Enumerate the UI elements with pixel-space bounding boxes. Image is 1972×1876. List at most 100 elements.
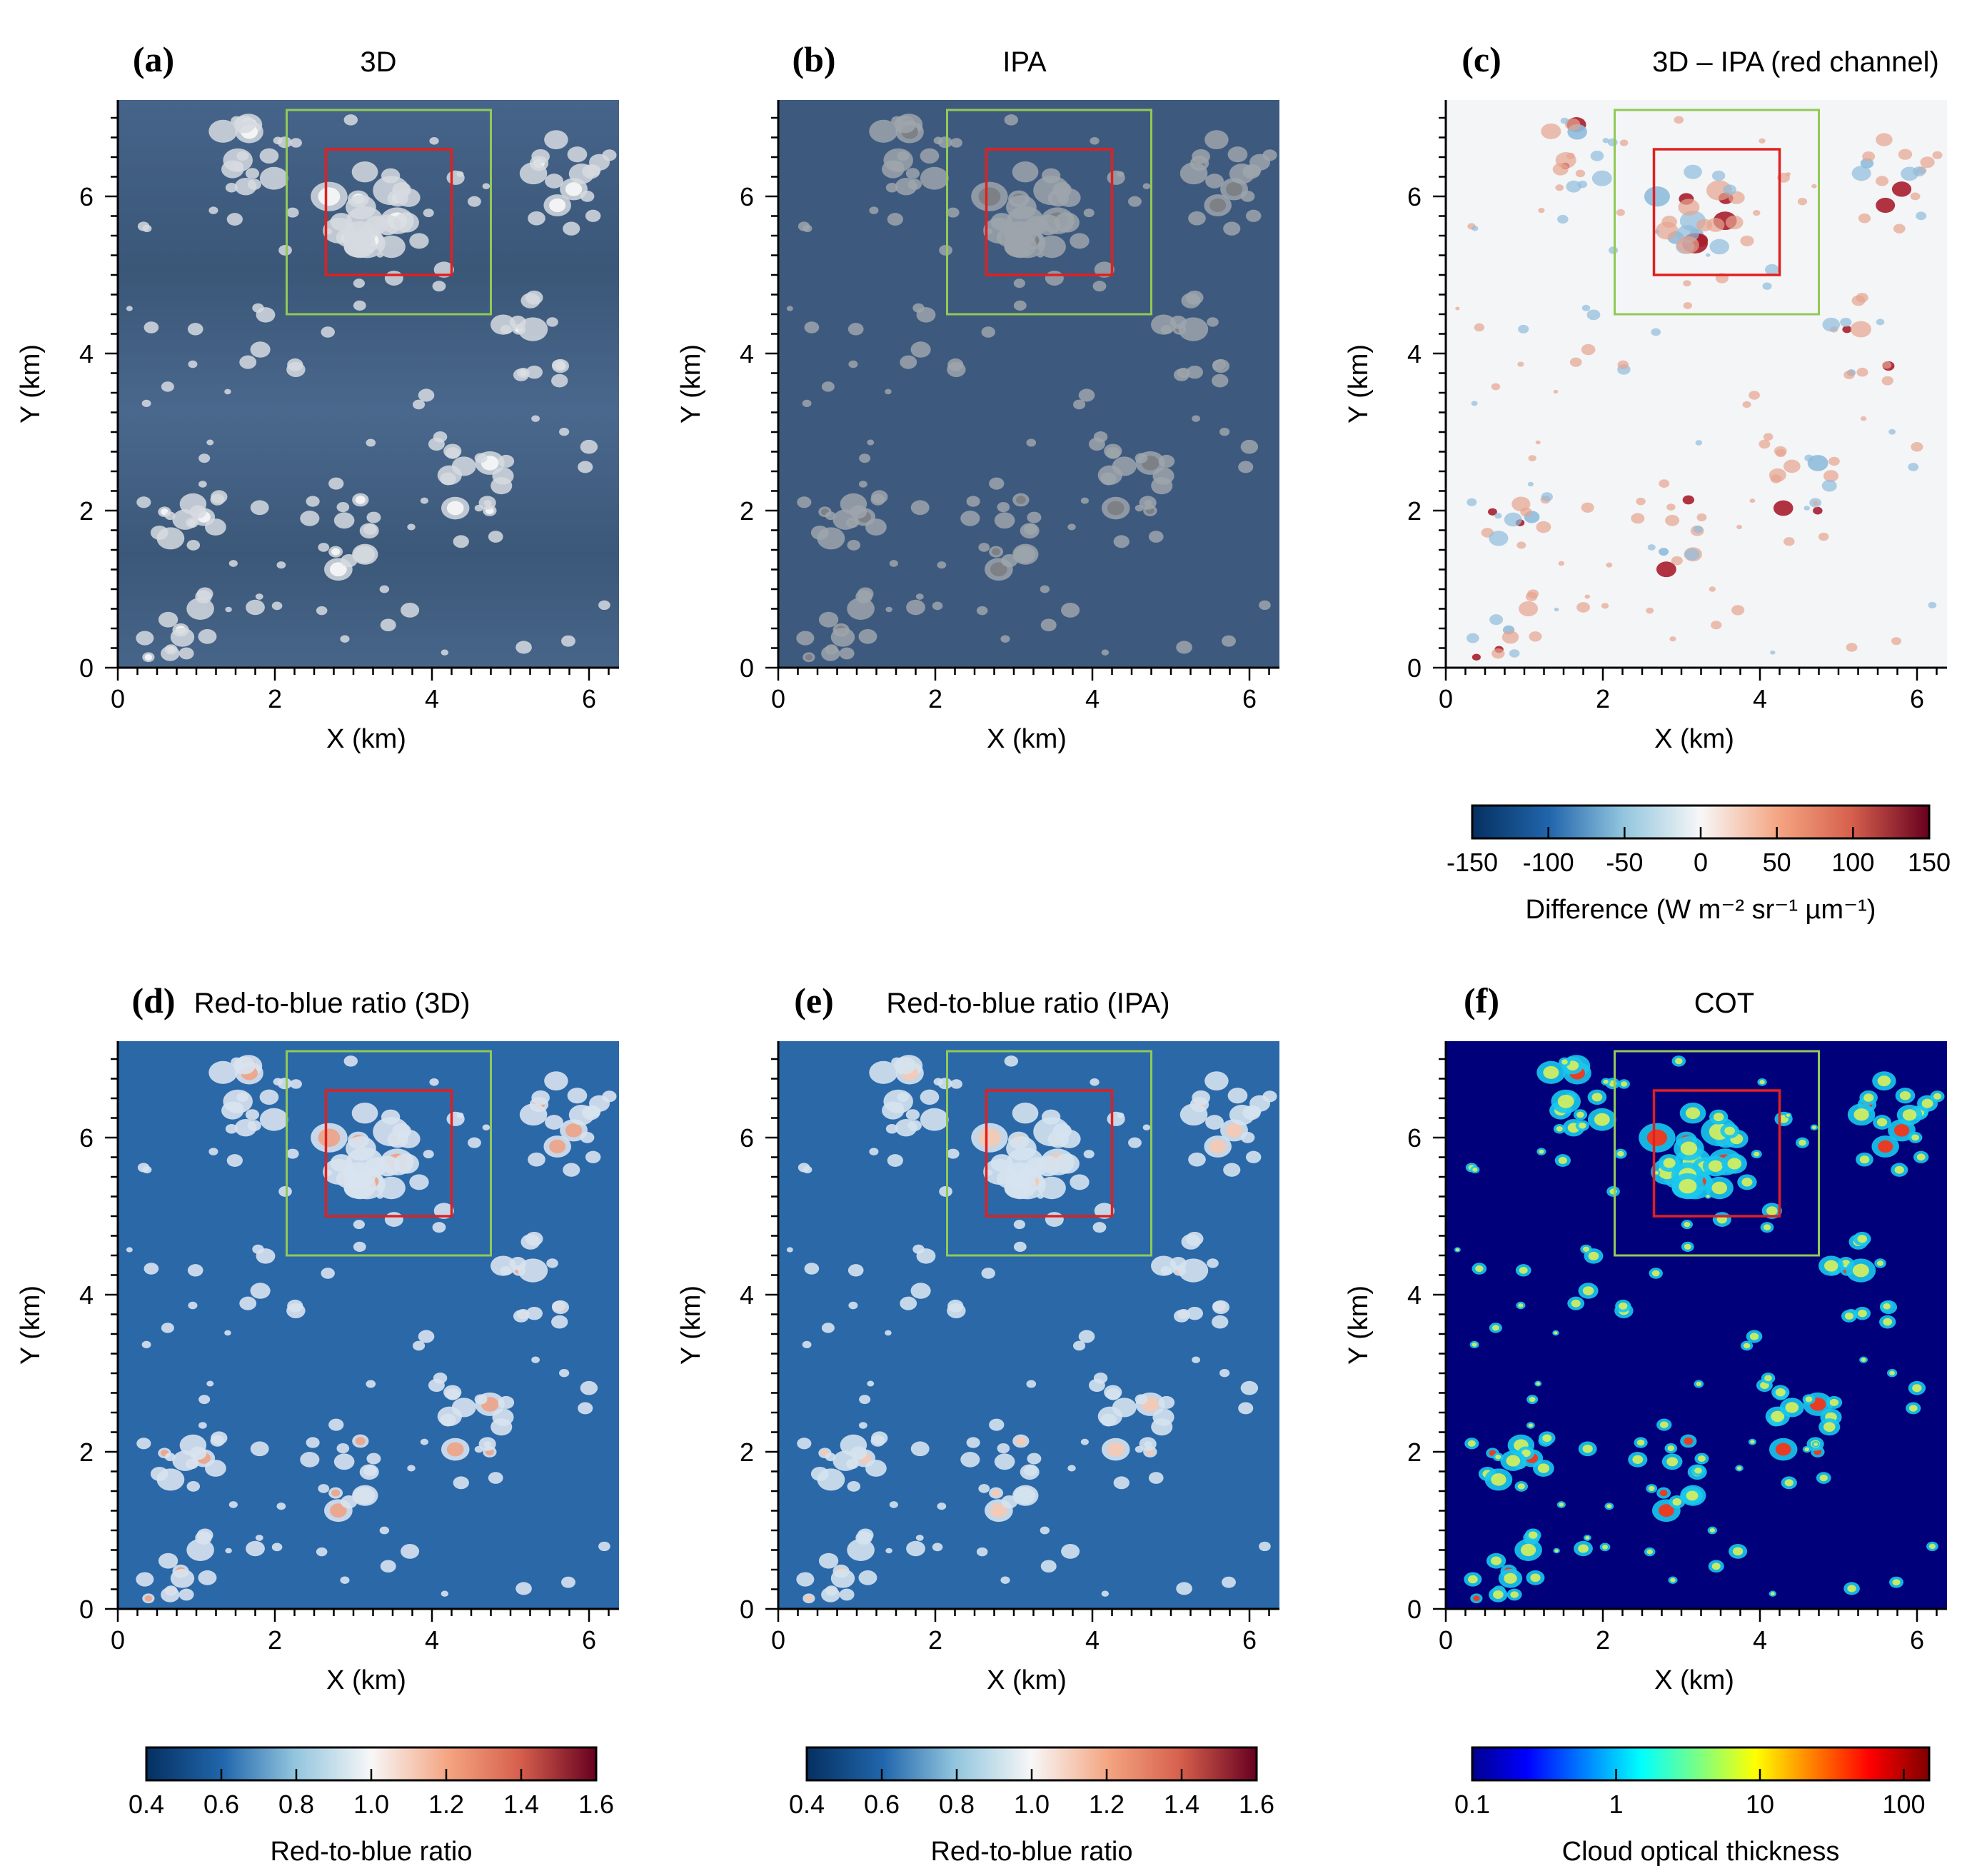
y-tick-label: 4: [1407, 339, 1422, 368]
difference-patch: [1752, 209, 1761, 216]
cloud-patch: [859, 453, 871, 463]
cloud-field: [1455, 116, 1943, 661]
colorbar-tick-label: 0.6: [864, 1790, 900, 1819]
cloud-patch: [821, 646, 840, 661]
cloud-patch: [1026, 1380, 1037, 1388]
colorbar-tick-label: 1.6: [1239, 1790, 1274, 1819]
colorbar-tick-label: 100: [1831, 848, 1874, 877]
colorbar-tick-label: 50: [1763, 848, 1791, 877]
cloud-patch: [300, 511, 320, 526]
cloud-core: [990, 1503, 1007, 1518]
cloud-core: [1473, 1595, 1480, 1602]
cloud-patch: [804, 1263, 820, 1275]
difference-patch: [1762, 282, 1772, 290]
cloud-core: [1654, 1170, 1659, 1175]
cloud-core: [318, 187, 341, 206]
cloud-patch: [960, 511, 980, 526]
difference-patch: [1893, 224, 1906, 234]
cloud-patch: [1094, 261, 1115, 278]
cloud-patch: [1207, 1258, 1219, 1268]
cloud-patch: [1093, 1372, 1108, 1384]
cloud-core: [1750, 1440, 1755, 1444]
cloud-patch: [381, 1109, 401, 1125]
difference-patch: [1535, 440, 1541, 445]
cloud-core: [978, 1128, 1001, 1148]
difference-patch: [1676, 236, 1699, 254]
cloud-core: [1015, 1437, 1026, 1445]
colorbar-tick-label: -150: [1447, 848, 1498, 877]
cloud-core: [1696, 1381, 1702, 1387]
cloud-patch: [519, 1103, 548, 1126]
cloud-patch: [563, 221, 580, 236]
cloud-patch: [912, 1244, 925, 1254]
cloud-patch: [848, 1301, 858, 1310]
cloud-patch: [1012, 1103, 1039, 1124]
cloud-core: [1893, 1124, 1910, 1137]
cloud-patch: [1192, 1090, 1210, 1105]
difference-patch: [1891, 637, 1901, 646]
cloud-patch: [413, 1340, 426, 1351]
cloud-patch: [380, 618, 396, 632]
cloud-patch: [1023, 1465, 1037, 1476]
difference-patch: [1774, 446, 1787, 456]
cloud-patch: [321, 326, 335, 338]
difference-patch: [1862, 151, 1876, 162]
panel-title: COT: [1694, 988, 1754, 1019]
cloud-patch: [1092, 1222, 1107, 1233]
colorbar-tick-label: 1.6: [578, 1790, 614, 1819]
x-tick-label: 4: [1085, 1625, 1100, 1655]
difference-patch: [1601, 603, 1609, 609]
cloud-core: [1561, 1059, 1568, 1065]
cloud-core: [1529, 1397, 1536, 1403]
cloud-core: [1749, 1333, 1759, 1340]
cloud-patch: [1262, 149, 1277, 161]
x-tick-label: 6: [1910, 684, 1924, 713]
cloud-patch: [206, 1380, 214, 1387]
cloud-patch: [858, 1422, 867, 1429]
cloud-core: [1594, 1113, 1610, 1126]
difference-patch: [1661, 215, 1677, 229]
cloud-patch: [474, 504, 483, 512]
difference-patch: [1842, 326, 1852, 333]
difference-patch: [1813, 501, 1818, 506]
difference-patch: [1602, 138, 1609, 144]
x-tick-label: 0: [1439, 1625, 1453, 1655]
cloud-core: [1506, 1455, 1521, 1467]
cloud-patch: [498, 1395, 515, 1409]
cloud-patch: [1045, 271, 1064, 286]
cloud-patch: [343, 1055, 358, 1067]
cloud-patch: [392, 182, 411, 198]
cloud-patch: [205, 1460, 226, 1477]
cloud-patch: [821, 1323, 835, 1333]
x-axis-label: X (km): [1654, 1665, 1734, 1695]
cloud-patch: [231, 1057, 243, 1067]
red-box: [1652, 1089, 1781, 1218]
y-tick-label: 4: [740, 339, 754, 368]
cloud-core: [1519, 1266, 1528, 1274]
y-tick-label: 2: [79, 496, 94, 526]
cloud-patch: [1128, 1137, 1142, 1148]
cloud-patch: [198, 1422, 207, 1429]
cloud-patch: [259, 166, 288, 190]
cloud-patch: [546, 317, 558, 327]
cloud-patch: [1212, 373, 1229, 388]
y-tick-label: 0: [740, 1595, 754, 1624]
cloud-patch: [1135, 1394, 1148, 1405]
difference-patch: [1590, 150, 1604, 161]
y-tick-label: 0: [1407, 1595, 1422, 1624]
difference-patch: [1472, 653, 1481, 661]
cloud-core: [549, 198, 566, 213]
cloud-patch: [598, 600, 610, 611]
difference-patch: [1932, 151, 1943, 159]
cloud-core: [565, 1123, 583, 1138]
cloud-patch: [273, 1078, 283, 1086]
cloud-patch: [225, 1124, 238, 1134]
difference-patch: [1646, 607, 1654, 614]
cloud-patch: [932, 601, 943, 611]
difference-patch: [1491, 383, 1501, 391]
cloud-patch: [1037, 235, 1066, 259]
cloud-patch: [1023, 523, 1037, 535]
cloud-patch: [1037, 1193, 1044, 1199]
cloud-patch: [871, 490, 888, 504]
cloud-patch: [825, 511, 836, 521]
